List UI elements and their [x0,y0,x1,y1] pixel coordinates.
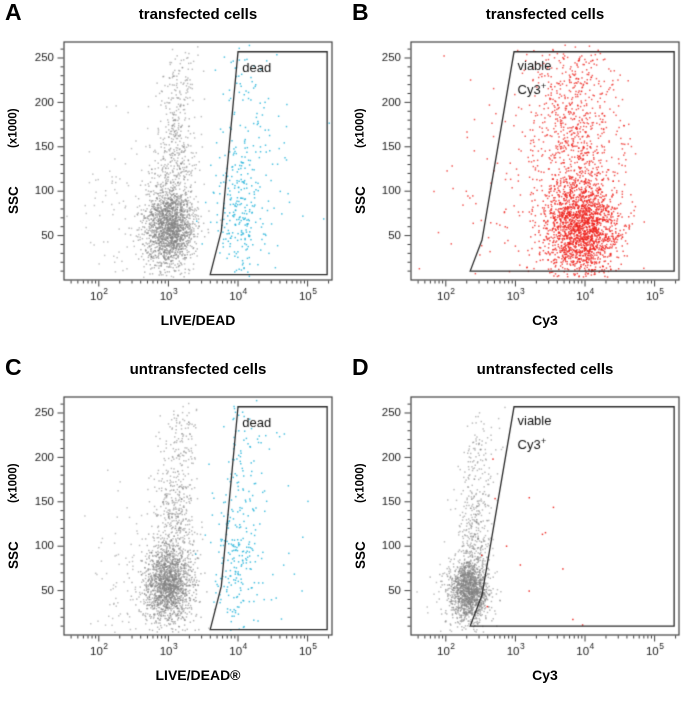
panel-b-scatter-plot [347,28,694,313]
panel-c: C untransfected cells SSC (x1000) LIVE/D… [0,354,347,710]
panel-c-scatter-plot [0,383,347,668]
panel-a-letter: A [5,0,22,25]
panel-d-scatter-plot [347,383,694,668]
panel-c-x-axis-label: LIVE/DEAD® [155,667,241,683]
panel-b-x-axis-label: Cy3 [532,312,558,328]
panel-b-title: transfected cells [485,6,605,23]
panel-a-x-axis-label: LIVE/DEAD [160,312,236,328]
panel-d-letter: D [352,354,369,380]
panel-b: B transfected cells SSC (x1000) Cy3 [347,0,694,355]
panel-d-title: untransfected cells [476,361,614,378]
panel-a: A transfected cells SSC (x1000) LIVE/DEA… [0,0,347,355]
panel-b-letter: B [352,0,369,25]
panel-d-x-axis-label: Cy3 [532,667,558,683]
panel-a-scatter-plot [0,28,347,313]
panel-a-title: transfected cells [138,6,258,23]
panel-c-letter: C [5,354,22,380]
panel-c-title: untransfected cells [129,361,267,378]
panel-d: D untransfected cells SSC (x1000) Cy3 [347,354,694,710]
